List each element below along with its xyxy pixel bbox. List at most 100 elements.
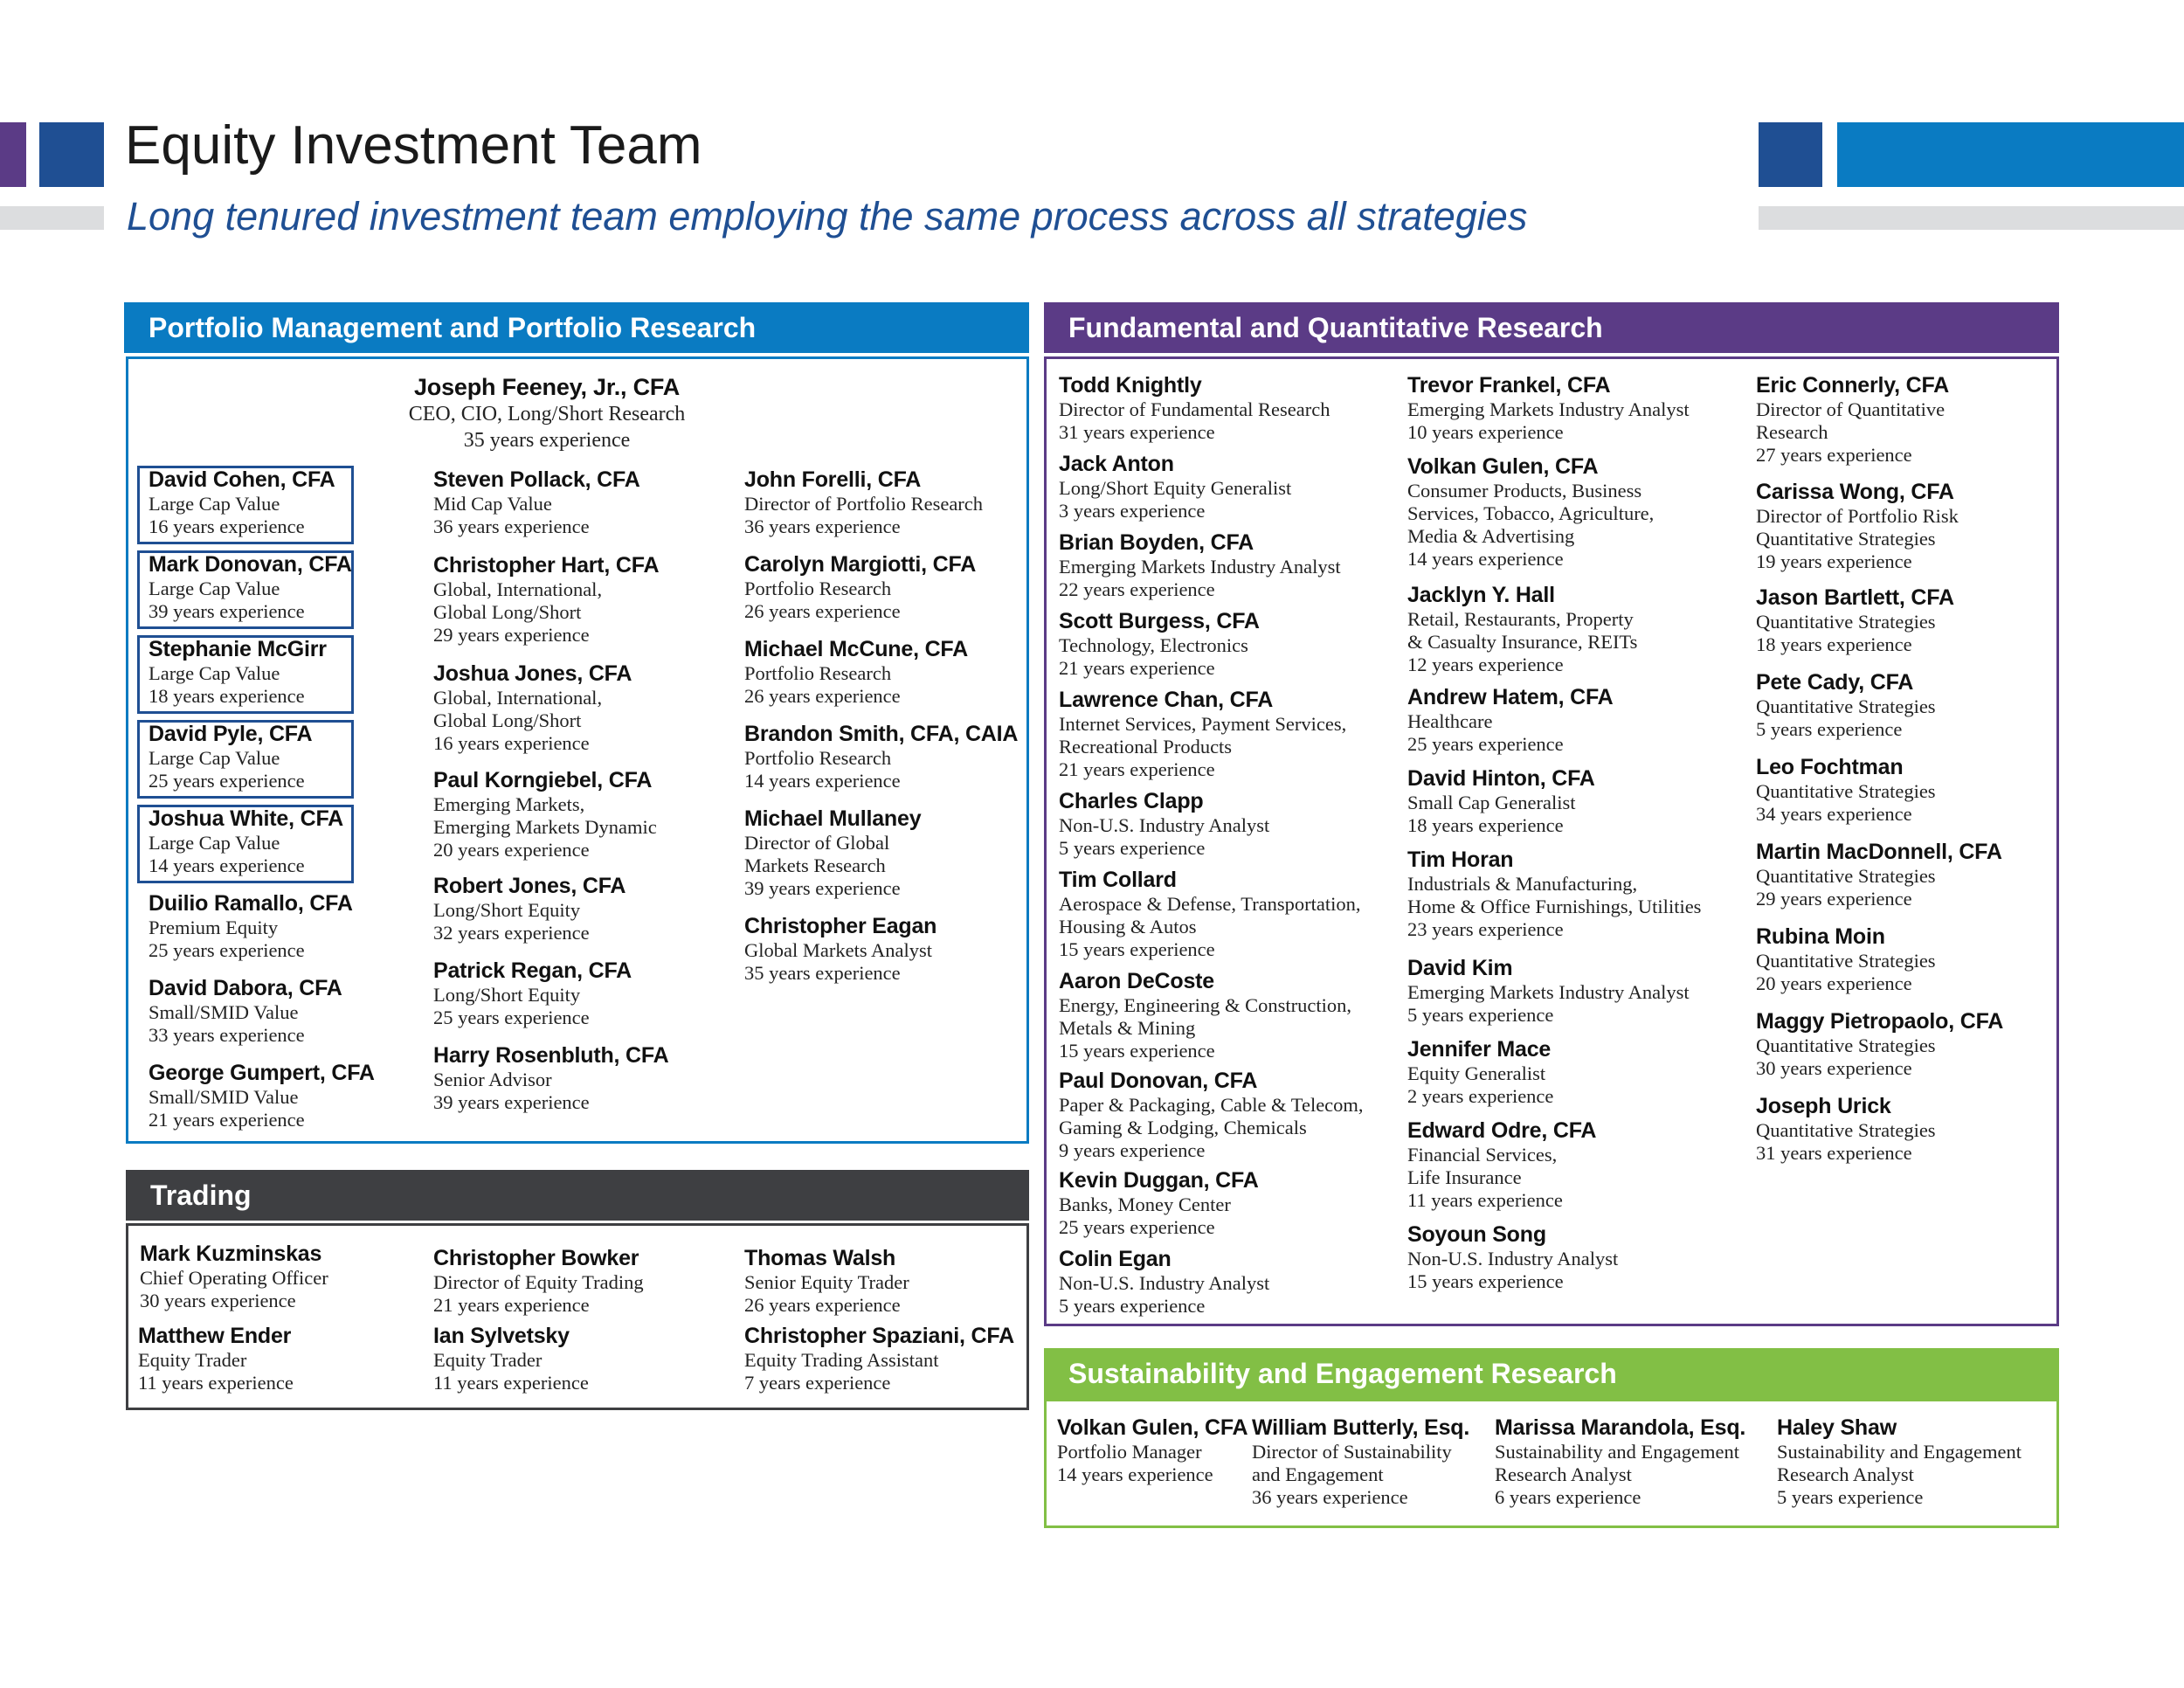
person-title: Services, Tobacco, Agriculture, — [1407, 502, 1655, 524]
person-name: Paul Donovan, CFA — [1059, 1069, 1258, 1093]
person-experience: 39 years experience — [744, 877, 901, 899]
person-experience: 5 years experience — [1059, 837, 1206, 859]
fq-section-header: Fundamental and Quantitative Research — [1044, 302, 2059, 353]
person-card: Christopher Spaziani, CFA Equity Trading … — [744, 1323, 1014, 1394]
person-name: David Kim — [1407, 956, 1513, 980]
person-experience: 11 years experience — [1407, 1189, 1563, 1211]
person-title: Director of Sustainability — [1252, 1441, 1452, 1463]
person-card: Andrew Hatem, CFA Healthcare 25 years expe… — [1407, 684, 1614, 756]
person-card: Joshua White, CFA Large Cap Value 14 years… — [149, 806, 343, 877]
person-name: Patrick Regan, CFA — [433, 958, 632, 983]
person-name: Andrew Hatem, CFA — [1407, 685, 1614, 709]
person-card: Christopher Hart, CFA Global, Internation… — [433, 552, 660, 647]
person-title: Small/SMID Value — [149, 1086, 299, 1108]
person-name: Harry Rosenbluth, CFA — [433, 1043, 669, 1068]
person-card: Stephanie McGirr Large Cap Value 18 years … — [149, 636, 327, 708]
person-experience: 15 years experience — [1059, 938, 1215, 960]
person-card: Scott Burgess, CFA Technology, Electronic… — [1059, 608, 1260, 680]
person-experience: 11 years experience — [433, 1372, 589, 1394]
person-name: Brandon Smith, CFA, CAIA — [744, 722, 1019, 746]
person-title: Director of Equity Trading — [433, 1271, 644, 1293]
deco-gray-bar-left — [0, 206, 104, 230]
person-title: Emerging Markets Industry Analyst — [1407, 398, 1690, 420]
person-card: George Gumpert, CFA Small/SMID Value 21 ye… — [149, 1060, 375, 1131]
person-title: Director of Portfolio Research — [744, 493, 984, 515]
person-name: Leo Fochtman — [1756, 755, 1904, 779]
person-card: Thomas Walsh Senior Equity Trader 26 years… — [744, 1245, 909, 1317]
person-card: David Hinton, CFA Small Cap Generalist 18 … — [1407, 765, 1595, 837]
person-name: Jack Anton — [1059, 452, 1174, 476]
person-title: Internet Services, Payment Services, — [1059, 713, 1347, 735]
person-title: Markets Research — [744, 854, 886, 876]
person-title: Retail, Restaurants, Property — [1407, 608, 1634, 630]
person-title: Quantitative Strategies — [1756, 528, 1936, 550]
person-title: Small/SMID Value — [149, 1001, 299, 1023]
person-name: Michael Mullaney — [744, 806, 922, 831]
person-experience: 5 years experience — [1777, 1486, 1924, 1508]
person-title: Portfolio Manager — [1057, 1441, 1202, 1463]
deco-blue-bar-right — [1837, 122, 2184, 187]
person-title: Consumer Products, Business — [1407, 480, 1642, 502]
person-card: Jack Anton Long/Short Equity Generalist 3 … — [1059, 451, 1291, 522]
person-card: David Cohen, CFA Large Cap Value 16 years … — [149, 467, 335, 538]
person-card: Jacklyn Y. Hall Retail, Restaurants, Prop… — [1407, 582, 1637, 676]
person-name: Brian Boyden, CFA — [1059, 530, 1254, 555]
person-card: Paul Donovan, CFA Paper & Packaging, Cabl… — [1059, 1068, 1364, 1162]
person-experience: 25 years experience — [149, 770, 305, 792]
person-title: Non-U.S. Industry Analyst — [1059, 1272, 1270, 1294]
person-name: Robert Jones, CFA — [433, 874, 626, 898]
person-experience: 23 years experience — [1407, 918, 1564, 940]
person-card: Pete Cady, CFA Quantitative Strategies 5 y… — [1756, 669, 1936, 741]
person-experience: 26 years experience — [744, 600, 901, 622]
person-name: Joseph Feeney, Jr., CFA — [413, 374, 680, 400]
person-title: Housing & Autos — [1059, 916, 1197, 937]
person-name: Tim Horan — [1407, 847, 1514, 872]
pm-section-header: Portfolio Management and Portfolio Resea… — [124, 302, 1029, 353]
person-name: Joseph Urick — [1756, 1094, 1891, 1118]
person-experience: 29 years experience — [1756, 888, 1912, 910]
person-experience: 16 years experience — [433, 732, 590, 754]
person-card: Kevin Duggan, CFA Banks, Money Center 25 y… — [1059, 1167, 1259, 1239]
person-experience: 25 years experience — [1059, 1216, 1215, 1238]
person-experience: 31 years experience — [1756, 1142, 1912, 1164]
person-experience: 20 years experience — [1756, 972, 1912, 994]
person-card: Maggy Pietropaolo, CFA Quantitative Strat… — [1756, 1008, 2003, 1080]
person-title: Life Insurance — [1407, 1166, 1522, 1188]
ser-section-box — [1044, 1399, 2059, 1528]
person-card: Paul Korngiebel, CFA Emerging Markets, Eme… — [433, 767, 657, 861]
person-title: Research — [1756, 421, 1828, 443]
person-name: Christopher Hart, CFA — [433, 553, 660, 578]
person-title: Banks, Money Center — [1059, 1193, 1231, 1215]
person-name: Volkan Gulen, CFA — [1407, 454, 1599, 479]
person-name: Volkan Gulen, CFA — [1057, 1415, 1248, 1440]
person-title: Quantitative Strategies — [1756, 950, 1936, 972]
person-title: Senior Equity Trader — [744, 1271, 909, 1293]
person-title: Quantitative Strategies — [1756, 695, 1936, 717]
pm-section-box — [126, 356, 1029, 1144]
trading-section-box — [126, 1223, 1029, 1410]
person-card: Matthew Ender Equity Trader 11 years exper… — [138, 1323, 294, 1394]
person-experience: 31 years experience — [1059, 421, 1215, 443]
person-title: Equity Trader — [433, 1349, 543, 1371]
person-experience: 29 years experience — [433, 624, 590, 646]
person-card: Eric Connerly, CFA Director of Quantitati… — [1756, 372, 1949, 467]
person-experience: 15 years experience — [1059, 1040, 1215, 1062]
person-card: Joseph Urick Quantitative Strategies 31 ye… — [1756, 1093, 1936, 1165]
person-card: Leo Fochtman Quantitative Strategies 34 ye… — [1756, 754, 1936, 826]
person-name: David Dabora, CFA — [149, 976, 342, 1000]
person-title: Home & Office Furnishings, Utilities — [1407, 896, 1702, 917]
person-name: Duilio Ramallo, CFA — [149, 891, 353, 916]
person-experience: 14 years experience — [149, 854, 305, 876]
person-name: Joshua Jones, CFA — [433, 661, 632, 686]
person-experience: 3 years experience — [1059, 500, 1206, 522]
person-card: Harry Rosenbluth, CFA Senior Advisor 39 ye… — [433, 1042, 669, 1114]
person-experience: 26 years experience — [744, 685, 901, 707]
person-title: Director of Quantitative — [1756, 398, 1946, 420]
person-experience: 6 years experience — [1495, 1486, 1641, 1508]
person-title: Sustainability and Engagement — [1777, 1441, 2022, 1463]
person-card: Colin Egan Non-U.S. Industry Analyst 5 yea… — [1059, 1246, 1269, 1318]
person-name: Tim Collard — [1059, 868, 1177, 892]
person-title: Recreational Products — [1059, 736, 1233, 758]
person-experience: 5 years experience — [1407, 1004, 1554, 1026]
person-name: John Forelli, CFA — [744, 467, 922, 492]
